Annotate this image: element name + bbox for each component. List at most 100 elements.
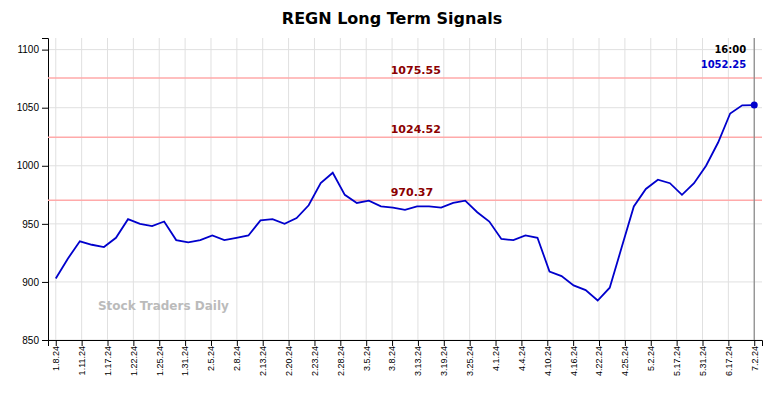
tick-mark	[547, 340, 548, 346]
grid-line	[521, 38, 522, 340]
tick: 4.1.24	[491, 340, 501, 371]
tick-mark	[56, 340, 57, 346]
tick: 950	[22, 219, 48, 230]
tick: 3.13.24	[413, 340, 423, 376]
horizontal-line	[48, 77, 762, 79]
tick-mark	[496, 340, 497, 346]
tick: 2.23.24	[310, 340, 320, 376]
tick-label: 1000	[17, 160, 40, 171]
grid-line	[728, 38, 729, 340]
tick-mark	[42, 224, 48, 225]
tick-mark	[366, 340, 367, 346]
tick-label: 2.13.24	[258, 346, 268, 376]
grid-line	[48, 165, 762, 166]
tick-mark	[392, 340, 393, 346]
tick-label: 3.5.24	[362, 346, 372, 371]
tick-mark	[728, 340, 729, 346]
tick: 4.4.24	[517, 340, 527, 371]
tick-label: 1.8.24	[51, 346, 61, 371]
tick-label: 2.5.24	[206, 346, 216, 371]
plot: 850 900 950 1000 1050 1100 1.8.24 1.11.24 1.17.2…	[17, 38, 763, 376]
tick-label: 2.23.24	[310, 346, 320, 376]
tick: 3.8.24	[387, 340, 397, 371]
tick-label: 2.8.24	[232, 346, 242, 371]
tick-label: 3.8.24	[387, 346, 397, 371]
tick-label: 2.28.24	[336, 346, 346, 376]
grid-line	[547, 38, 548, 340]
grid-line	[210, 38, 211, 340]
tick: 1050	[17, 102, 48, 113]
tick-mark	[703, 340, 704, 346]
grid-line	[314, 38, 315, 340]
tick-mark	[625, 340, 626, 346]
tick-label: 3.13.24	[413, 346, 423, 376]
tick-mark	[133, 340, 134, 346]
tick-mark	[159, 340, 160, 346]
tick: 4.25.24	[620, 340, 630, 376]
tick: 1100	[17, 44, 48, 55]
x-axis: 1.8.241.11.241.17.241.22.241.25.241.31.2…	[49, 340, 763, 376]
tick-label: 1050	[17, 102, 40, 113]
grid-line	[107, 38, 108, 340]
tick-label: 4.22.24	[594, 346, 604, 376]
tick: 1.8.24	[51, 340, 61, 371]
axis-line	[49, 341, 763, 347]
tick-mark	[418, 340, 419, 346]
tick-mark	[42, 282, 48, 283]
tick-label: 5.31.24	[698, 346, 708, 376]
grid-line	[495, 38, 496, 340]
grid-line	[48, 281, 762, 282]
grid-line	[48, 49, 762, 50]
horizontal-line	[48, 199, 762, 201]
tick-label: 1.25.24	[155, 346, 165, 376]
tick-mark	[651, 340, 652, 346]
tick: 6.17.24	[724, 340, 734, 376]
tick: 900	[22, 277, 48, 288]
tick: 2.28.24	[336, 340, 346, 376]
tick-label: 1100	[17, 44, 39, 55]
tick: 2.13.24	[258, 340, 268, 376]
tick-label: 2.20.24	[284, 346, 294, 376]
tick: 4.10.24	[543, 340, 553, 376]
y-axis: 850 900 950 1000 1050 1100	[17, 39, 49, 346]
grid-line	[366, 38, 367, 340]
tick: 3.19.24	[439, 340, 449, 376]
tick: 5.17.24	[672, 340, 682, 376]
grid-line	[754, 38, 755, 340]
tick-label: 3.25.24	[465, 346, 475, 376]
grid-line	[159, 38, 160, 340]
tick: 3.25.24	[465, 340, 475, 376]
tick-label: 4.25.24	[620, 346, 630, 376]
tick: 2.20.24	[284, 340, 294, 376]
tick: 1.17.24	[103, 340, 113, 376]
tick-mark	[211, 340, 212, 346]
grid-line	[469, 38, 470, 340]
grid-line	[48, 107, 762, 108]
axis-line	[42, 39, 49, 341]
horizontal-line	[48, 137, 762, 139]
tick-label: 4.10.24	[543, 346, 553, 376]
endpoint-time: 16:00	[714, 44, 746, 55]
tick-label: 5.17.24	[672, 346, 682, 376]
tick-mark	[340, 340, 341, 346]
grid-line	[81, 38, 82, 340]
tick: 1.11.24	[77, 340, 87, 375]
marks	[48, 38, 762, 340]
tick-mark	[599, 340, 600, 346]
tick-label: 1.11.24	[77, 346, 87, 375]
tick: 7.2.24	[750, 340, 760, 371]
tick-mark	[42, 340, 48, 341]
tick-label: 1.31.24	[180, 346, 190, 376]
tick-label: 6.17.24	[724, 346, 734, 376]
vertical-line	[754, 38, 755, 340]
tick-label: 850	[22, 335, 39, 346]
tick: 5.31.24	[698, 340, 708, 376]
tick-mark	[470, 340, 471, 346]
grid-line	[573, 38, 574, 340]
tick: 3.5.24	[362, 340, 372, 371]
grid-line	[624, 38, 625, 340]
tick: 1000	[17, 160, 48, 171]
tick-mark	[521, 340, 522, 346]
tick: 4.16.24	[569, 340, 579, 376]
tick-mark	[185, 340, 186, 346]
